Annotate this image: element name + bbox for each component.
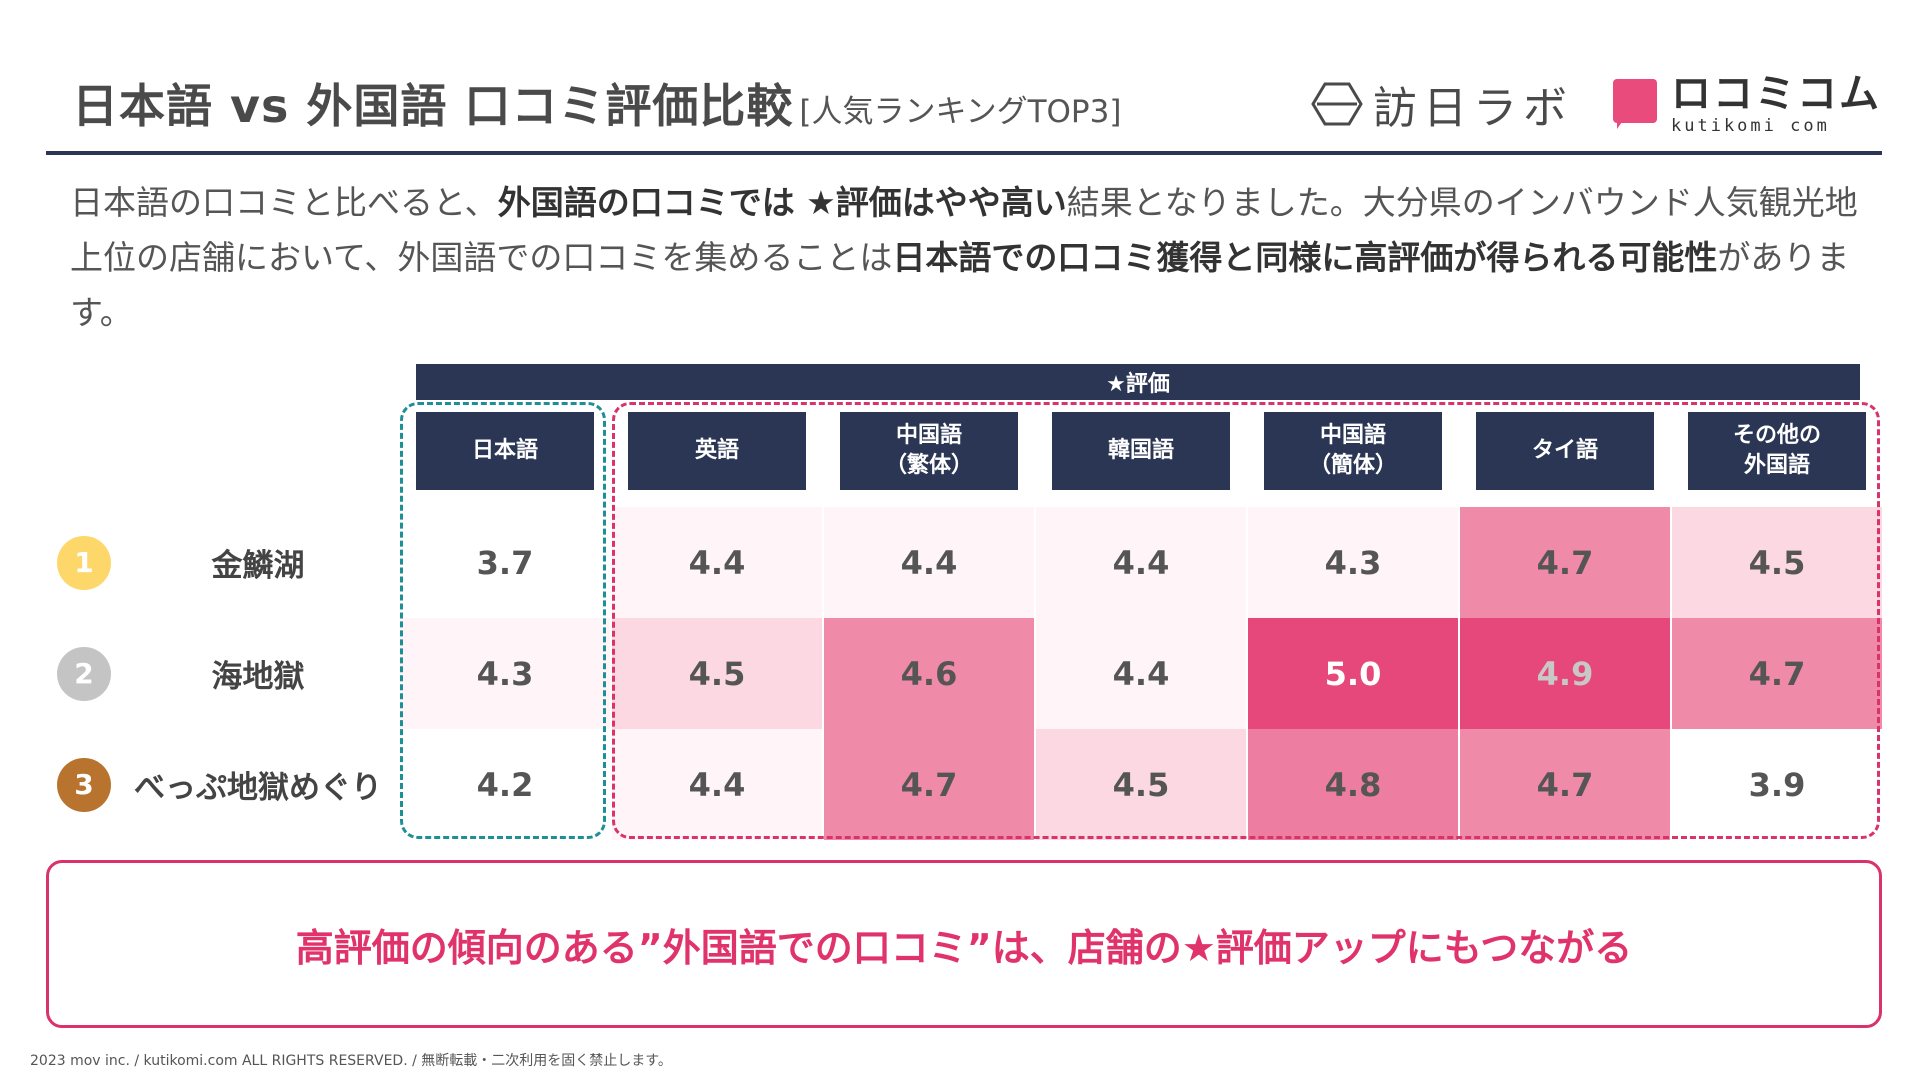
hounichi-hexagon-icon (1311, 82, 1363, 126)
heatmap-cell: 4.2 (400, 729, 610, 840)
foreign-group-outline (612, 402, 1880, 839)
heatmap-cell: 4.7 (1460, 507, 1670, 618)
hounichi-logo-text: 訪日ラボ (1373, 83, 1573, 134)
column-header: 中国語 （繁体） (840, 412, 1018, 490)
column-header: 英語 (628, 412, 806, 490)
lead-text-2: 結果となりました。大分県のインバウンド人気観光地上位の店舗において、外国語での口… (70, 183, 1858, 277)
lead-text-1: 日本語の口コミと比べると、 (70, 183, 498, 222)
logos: 訪日ラボ ロコミコム kutikomi com (1311, 74, 1881, 134)
chart-title: ★評価 (416, 364, 1860, 400)
page-title: 日本語 vs 外国語 口コミ評価比較 [人気ランキングTOP3] (72, 70, 1122, 133)
heatmap-cell: 4.8 (1248, 729, 1458, 840)
column-header: タイ語 (1476, 412, 1654, 490)
title-main: 日本語 vs 外国語 口コミ評価比較 (72, 79, 794, 133)
copyright-footer: 2023 mov inc. / kutikomi.com ALL RIGHTS … (30, 1053, 672, 1069)
heatmap-cell: 4.4 (612, 729, 822, 840)
column-header: 韓国語 (1052, 412, 1230, 490)
conclusion-callout: 高評価の傾向のある”外国語での口コミ”は、店舗の★評価アップにもつながる (46, 860, 1882, 1028)
rank-badge: 1 (57, 535, 111, 590)
lead-paragraph: 日本語の口コミと比べると、外国語の口コミでは ★評価はやや高い結果となりました。… (70, 175, 1860, 340)
heatmap-cell: 4.4 (824, 507, 1034, 618)
heatmap-cell: 4.7 (1460, 729, 1670, 840)
heatmap-cell: 4.5 (1036, 729, 1246, 840)
speech-bubble-icon (1613, 79, 1657, 129)
column-header: 中国語 （簡体） (1264, 412, 1442, 490)
heatmap-cell: 5.0 (1248, 618, 1458, 729)
column-header: 日本語 (416, 412, 594, 490)
japanese-group-outline (400, 402, 606, 839)
title-subtitle: [人気ランキングTOP3] (799, 94, 1122, 130)
row-label: 海地獄 (211, 659, 305, 695)
heatmap-cell: 4.7 (824, 729, 1034, 840)
heatmap-cell: 4.4 (1036, 618, 1246, 729)
kuchikomi-logo-en: kutikomi com (1671, 115, 1830, 136)
heatmap-cell: 4.7 (1672, 618, 1882, 729)
title-divider (46, 151, 1882, 155)
hounichi-lab-logo: 訪日ラボ (1311, 72, 1573, 136)
heatmap-cell: 4.5 (612, 618, 822, 729)
row-label: 金鱗湖 (211, 548, 305, 584)
heatmap-cell: 4.9 (1460, 618, 1670, 729)
heatmap-cell: 4.5 (1672, 507, 1882, 618)
heatmap-cell: 3.7 (400, 507, 610, 618)
kuchikomi-com-logo: ロコミコム kutikomi com (1613, 74, 1881, 135)
heatmap-cell: 4.4 (612, 507, 822, 618)
heatmap-cell: 4.4 (1036, 507, 1246, 618)
heatmap-cell: 4.3 (400, 618, 610, 729)
heatmap-cell: 4.6 (824, 618, 1034, 729)
kuchikomi-logo-jp: ロコミコム (1671, 70, 1881, 117)
lead-bold-2: 日本語での口コミ獲得と同様に高評価が得られる可能性 (892, 238, 1718, 277)
rank-badge: 2 (57, 646, 111, 701)
lead-text-3: があります。 (70, 238, 1850, 332)
lead-bold-1: 外国語の口コミでは ★評価はやや高い (497, 183, 1067, 222)
rank-badge: 3 (57, 757, 111, 812)
column-header: その他の 外国語 (1688, 412, 1866, 490)
heatmap-cell: 3.9 (1672, 729, 1882, 840)
row-label: べっぷ地獄めぐり (134, 770, 382, 806)
heatmap-cell: 4.3 (1248, 507, 1458, 618)
